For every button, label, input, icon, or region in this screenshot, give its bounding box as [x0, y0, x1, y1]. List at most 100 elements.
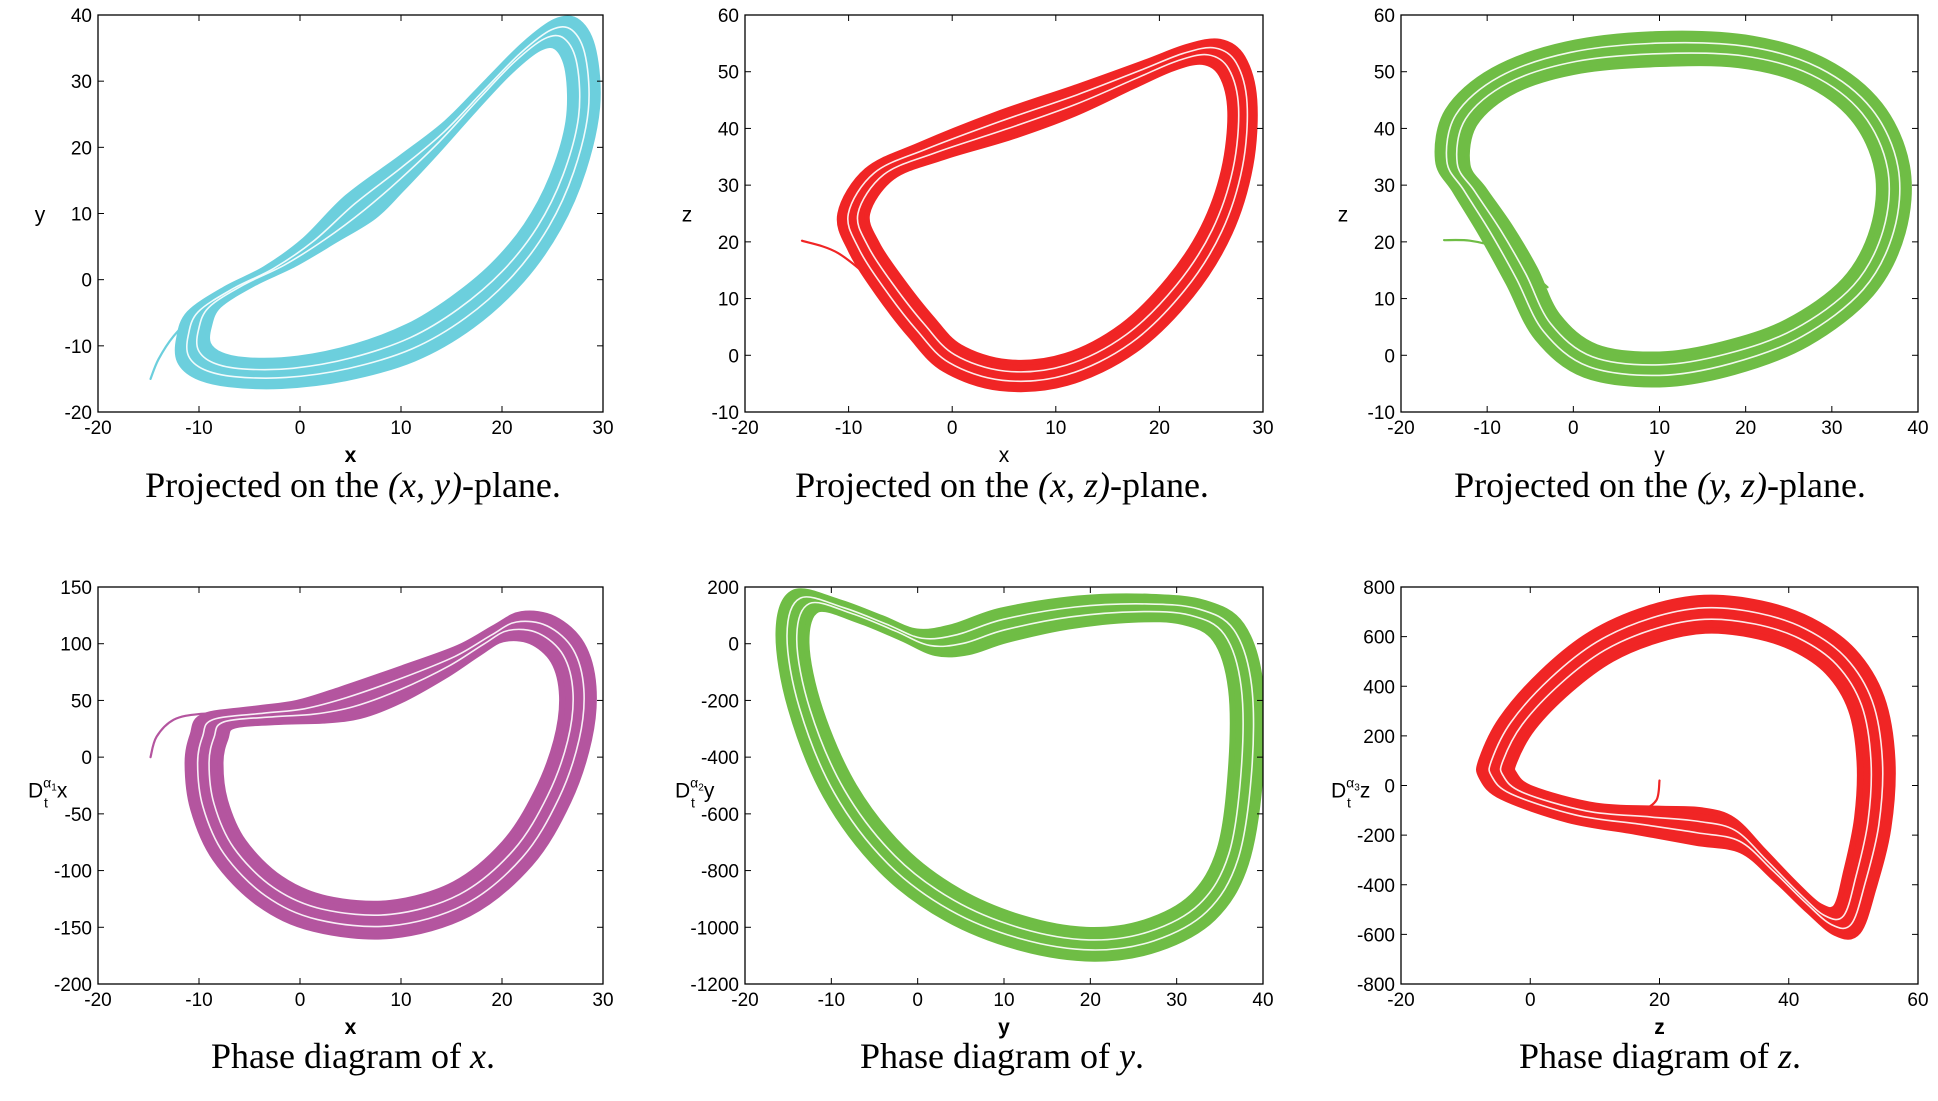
series-gap-line [795, 601, 1244, 941]
caption: Phase diagram of x. [211, 1036, 495, 1076]
y-tick-label: 50 [718, 63, 739, 84]
x-tick-label: -20 [1387, 990, 1414, 1011]
y-tick-label: 30 [1374, 176, 1395, 197]
x-tick-label: -20 [84, 990, 111, 1011]
chart-dx: -20 -10 0 10 20 30-200-150-100-50050100150xDα… [28, 578, 614, 1076]
series-strand [794, 599, 1246, 943]
x-tick-label: 30 [592, 418, 613, 439]
x-tick-label: 20 [491, 418, 512, 439]
series-gap-line [208, 628, 574, 916]
x-tick-label: -10 [835, 418, 862, 439]
series-gap-line [1488, 606, 1884, 930]
x-tick-label: -20 [1387, 418, 1414, 439]
caption: Projected on the (x, z)-plane. [795, 465, 1209, 505]
y-tick-label: 50 [71, 691, 92, 712]
series-gap-line [856, 53, 1240, 373]
y-tick-label: -20 [65, 403, 92, 424]
x-tick-label: 10 [1045, 418, 1066, 439]
plot-frame [97, 586, 604, 985]
series-strand [200, 622, 582, 924]
series-gap-line [185, 25, 590, 379]
series-gap-line [1499, 618, 1873, 921]
y-tick-label: -400 [1357, 876, 1395, 897]
y-tick-label: -10 [1368, 403, 1395, 424]
series-strand [855, 51, 1241, 374]
series-group [1476, 594, 1896, 940]
series-strand [799, 602, 1240, 937]
series-strand [199, 37, 578, 369]
x-tick-label: 0 [295, 418, 306, 439]
y-tick-label: 30 [71, 72, 92, 93]
x-tick-label: 0 [1525, 990, 1536, 1011]
y-axis-label: Dα3z [1331, 775, 1370, 803]
x-tick-label: 10 [993, 990, 1014, 1011]
series-gap-line [1445, 41, 1901, 377]
x-tick-label: 10 [390, 990, 411, 1011]
x-axis-label: x [345, 444, 357, 467]
y-tick-label: -600 [1357, 925, 1395, 946]
series-attractor [1476, 594, 1896, 940]
x-axis-label: y [998, 1016, 1010, 1039]
x-tick-label: 30 [592, 990, 613, 1011]
series-strand [860, 55, 1237, 369]
series-strand [1449, 45, 1897, 373]
y-tick-label: 400 [1363, 677, 1395, 698]
series-group [775, 588, 1263, 962]
series-gap-line [846, 46, 1249, 382]
x-tick-label: 10 [1649, 418, 1670, 439]
series-strand [1460, 56, 1886, 362]
x-tick-label: -10 [185, 418, 212, 439]
y-axis-label-sub: t [691, 795, 695, 811]
y-tick-label: 200 [1363, 727, 1395, 748]
series-strand [1476, 594, 1896, 940]
y-tick-label: -200 [701, 691, 739, 712]
series-strand [784, 593, 1256, 953]
x-axis-label: y [1654, 444, 1665, 467]
y-tick-label: -1200 [690, 975, 739, 996]
chart-dy: -20 -10 0 10 20 30 40 -1200 -1000 -800 -600 -400 -20… [675, 578, 1274, 1076]
series-attractor [1434, 30, 1912, 388]
series-strand [775, 588, 1263, 962]
x-tick-label: -20 [84, 418, 111, 439]
y-tick-label: -10 [65, 337, 92, 358]
series-strand [195, 618, 587, 929]
series-strand [845, 44, 1250, 384]
chart-xy: -20 -10 0 10 20 30 -20 -10 0 10 20 30 40 x y Projected … [35, 6, 614, 505]
y-tick-label: 0 [81, 748, 92, 769]
y-tick-label: 20 [71, 138, 92, 159]
caption: Projected on the (y, z)-plane. [1454, 465, 1866, 505]
y-tick-label: 10 [718, 290, 739, 311]
y-tick-label: 0 [1384, 346, 1395, 367]
y-tick-label: 20 [718, 233, 739, 254]
y-tick-label: -200 [1357, 826, 1395, 847]
y-axis-label-sub: t [1347, 795, 1351, 811]
plots-layer: -20 -10 0 10 20 30-20-10010203040xyProjected … [28, 6, 1929, 1076]
series-gap-line [1455, 52, 1891, 366]
x-axis-label: x [345, 1016, 357, 1039]
chart-dz: -20 0 20 40 60-800-600-400-2000200400600800z… [1331, 578, 1929, 1076]
series-strand [1434, 30, 1912, 388]
y-tick-label: 10 [71, 205, 92, 226]
series-attractor [184, 610, 597, 940]
y-tick-label: -800 [1357, 975, 1395, 996]
x-tick-label: 0 [1568, 418, 1579, 439]
series-gap-line [195, 34, 581, 371]
y-tick-label: 150 [60, 578, 92, 599]
x-tick-label: -20 [731, 990, 758, 1011]
x-tick-label: -20 [731, 418, 758, 439]
x-tick-label: 60 [1907, 990, 1928, 1011]
y-tick-label: -200 [54, 975, 92, 996]
x-tick-label: 0 [912, 990, 923, 1011]
y-axis-label: z [1338, 204, 1349, 227]
y-tick-label: 100 [60, 635, 92, 656]
series-gap-line [196, 620, 585, 928]
y-axis-label: z [682, 204, 693, 227]
x-tick-label: -10 [818, 990, 845, 1011]
x-tick-label: -10 [185, 990, 212, 1011]
series-strand [836, 38, 1258, 393]
x-tick-label: 40 [1778, 990, 1799, 1011]
y-axis-label: Dα2y [675, 775, 715, 803]
chart-xz: -20 -10 0 10 20 30-100102030405060xzProjected… [682, 6, 1274, 505]
series-strand [174, 15, 601, 390]
x-axis-label: x [999, 444, 1010, 467]
